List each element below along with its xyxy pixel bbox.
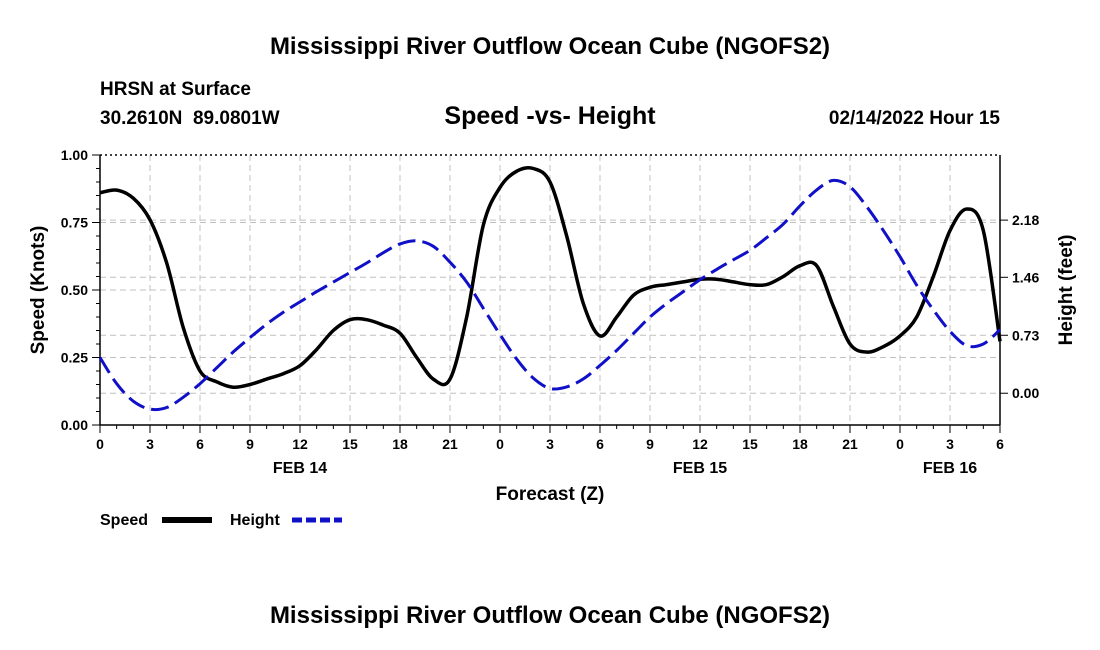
- y2-tick-label: 1.46: [1012, 269, 1039, 285]
- y-tick-label: 0.00: [61, 417, 88, 433]
- x-tick-label: 18: [792, 436, 808, 452]
- y-tick-label: 0.50: [61, 282, 88, 298]
- x-tick-label: 18: [392, 436, 408, 452]
- x-axis-label: Forecast (Z): [496, 484, 605, 505]
- y-axis-label-right: Height (feet): [1056, 235, 1077, 346]
- chart-title: Speed -vs- Height: [444, 102, 656, 130]
- x-tick-label: 9: [246, 436, 254, 452]
- axes: 0 3 6 9 12 15 18 21 0 3 6 9 12 15 18 21 0 3 6 FEB 14 FEB 15 F…: [61, 147, 1040, 477]
- y-tick-label: 0.75: [61, 215, 88, 231]
- datetime-label: 02/14/2022 Hour 15: [829, 108, 1001, 129]
- legend-speed-label: Speed: [100, 512, 148, 529]
- x-tick-label: 3: [546, 436, 554, 452]
- bottom-title: Mississippi River Outflow Ocean Cube (NG…: [270, 602, 830, 629]
- x-tick-label: 15: [342, 436, 358, 452]
- legend: Speed Height: [100, 512, 342, 529]
- x-tick-label: 15: [742, 436, 758, 452]
- x-tick-label: 6: [596, 436, 604, 452]
- x-tick-label: 0: [896, 436, 904, 452]
- x-tick-label: 0: [96, 436, 104, 452]
- station-label: HRSN at Surface: [100, 79, 251, 100]
- y2-tick-label: 0.73: [1012, 327, 1039, 343]
- x-tick-label: 9: [646, 436, 654, 452]
- y-tick-label: 1.00: [61, 147, 88, 163]
- x-tick-label: 0: [496, 436, 504, 452]
- x-tick-label: 21: [842, 436, 858, 452]
- y2-tick-label: 0.00: [1012, 385, 1039, 401]
- grid-lines: [100, 155, 1000, 425]
- series-lines: [98, 165, 1002, 412]
- x-tick-label: 6: [196, 436, 204, 452]
- x-day-label: FEB 15: [673, 460, 727, 477]
- x-tick-label: 21: [442, 436, 458, 452]
- x-tick-label: 12: [692, 436, 708, 452]
- coordinates-label: 30.2610N 89.0801W: [100, 108, 280, 129]
- y-axis-label-left: Speed (Knots): [28, 226, 49, 355]
- x-tick-label: 3: [946, 436, 954, 452]
- y2-tick-label: 2.18: [1012, 212, 1039, 228]
- x-day-label: FEB 16: [923, 460, 977, 477]
- legend-height-label: Height: [230, 512, 280, 529]
- top-title: Mississippi River Outflow Ocean Cube (NG…: [270, 33, 830, 60]
- y-tick-label: 0.25: [61, 350, 88, 366]
- speed-series-line: [99, 165, 1002, 390]
- x-tick-label: 6: [996, 436, 1004, 452]
- x-tick-label: 3: [146, 436, 154, 452]
- x-day-label: FEB 14: [273, 460, 327, 477]
- x-tick-label: 12: [292, 436, 308, 452]
